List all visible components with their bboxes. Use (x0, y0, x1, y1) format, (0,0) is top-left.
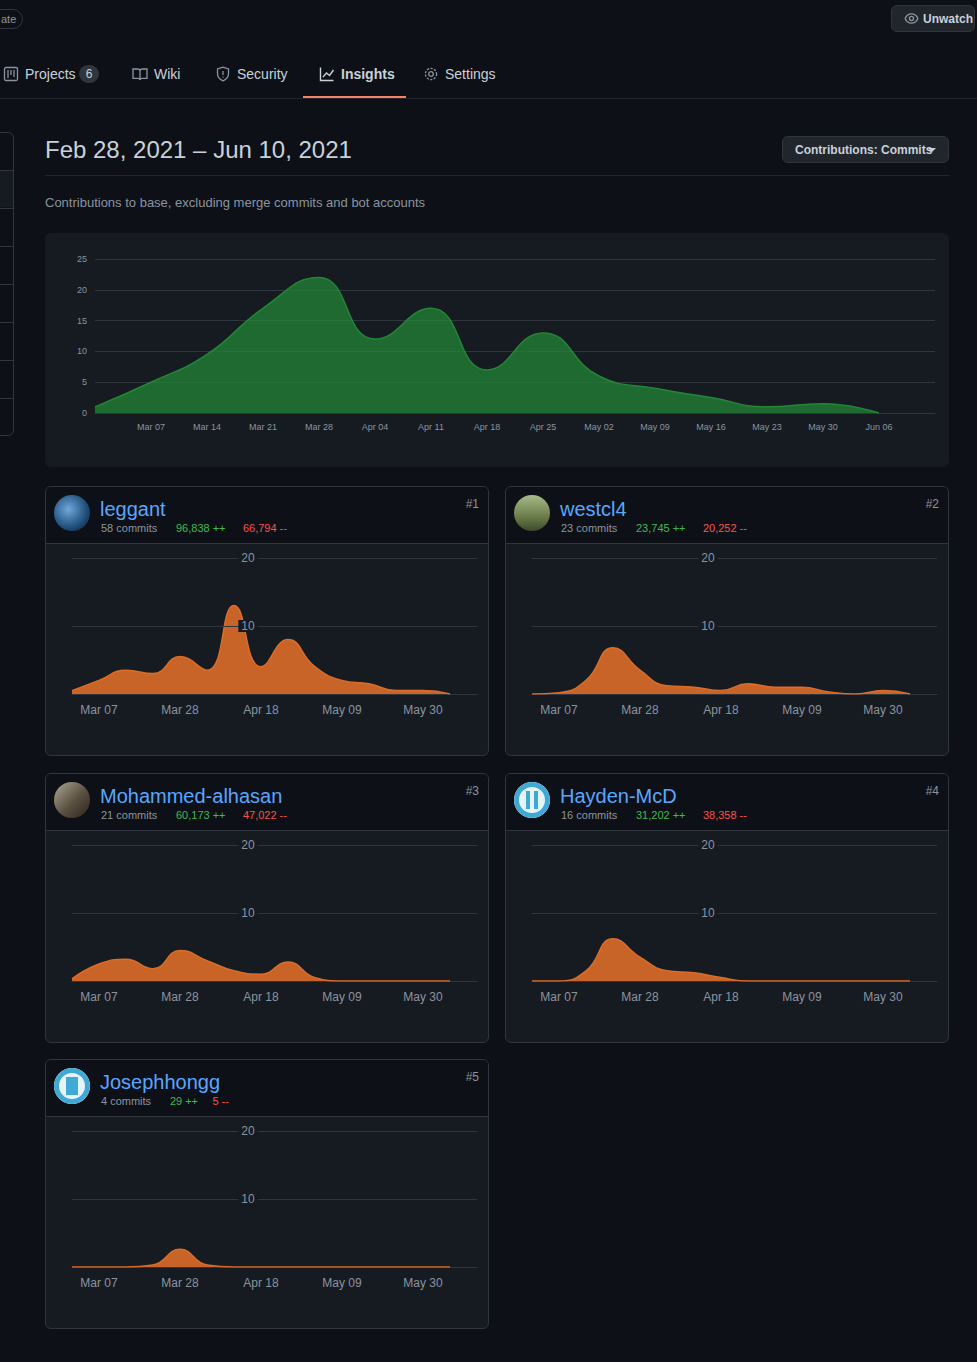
html-text:Hayden-McD: Hayden-McD (560, 785, 677, 807)
svg-text:20: 20 (77, 285, 87, 295)
svg-text:May 23: May 23 (752, 422, 782, 432)
svg-text:May 16: May 16 (696, 422, 726, 432)
svg-text:Jun 06: Jun 06 (865, 422, 892, 432)
svg-text:Mar 28: Mar 28 (305, 422, 333, 432)
svg-text:10: 10 (241, 619, 255, 633)
svg-text:20: 20 (701, 551, 715, 565)
svg-text:Mar 07: Mar 07 (80, 1276, 118, 1290)
svg-text:20: 20 (241, 838, 255, 852)
svg-text:10: 10 (701, 906, 715, 920)
svg-text:May 30: May 30 (863, 703, 903, 717)
svg-text:Mar 07: Mar 07 (540, 990, 578, 1004)
html-text:#5: #5 (465, 1070, 479, 1084)
svg-text:Mar 28: Mar 28 (621, 703, 659, 717)
svg-text:Mar 28: Mar 28 (161, 1276, 199, 1290)
svg-text:Apr 04: Apr 04 (362, 422, 389, 432)
svg-text:Apr 18: Apr 18 (474, 422, 501, 432)
svg-text:May 09: May 09 (782, 990, 822, 1004)
svg-text:25: 25 (77, 254, 87, 264)
html-text:Settings: Settings (445, 66, 496, 82)
svg-text:Mar 07: Mar 07 (540, 703, 578, 717)
svg-text:Mar 28: Mar 28 (621, 990, 659, 1004)
html-text:66,794 --: 66,794 -- (242, 522, 287, 534)
svg-text:Apr 18: Apr 18 (243, 703, 279, 717)
html-text:westcl4: westcl4 (560, 498, 627, 520)
svg-text:May 09: May 09 (640, 422, 670, 432)
html-text:Contributions to base, excludi: Contributions to base, excluding merge c… (45, 195, 426, 210)
svg-text:Mar 14: Mar 14 (193, 422, 221, 432)
html-text:#2: #2 (925, 497, 939, 511)
svg-text:Apr 18: Apr 18 (243, 990, 279, 1004)
html-text:Feb 28, 2021 – Jun 10, 2021: Feb 28, 2021 – Jun 10, 2021 (45, 136, 352, 163)
svg-text:May 30: May 30 (403, 1276, 443, 1290)
svg-text:May 09: May 09 (322, 990, 362, 1004)
html-text:#3: #3 (465, 784, 479, 798)
html-text:ate: ate (1, 13, 17, 25)
svg-text:May 09: May 09 (322, 1276, 362, 1290)
html-text:leggant: leggant (100, 498, 166, 520)
svg-text:Apr 18: Apr 18 (703, 990, 739, 1004)
svg-text:May 30: May 30 (808, 422, 838, 432)
svg-text:Apr 18: Apr 18 (703, 703, 739, 717)
svg-text:Mar 07: Mar 07 (80, 703, 118, 717)
svg-text:10: 10 (241, 1192, 255, 1206)
svg-text:May 30: May 30 (403, 703, 443, 717)
html-text:16 commits: 16 commits (561, 809, 618, 821)
svg-text:20: 20 (241, 551, 255, 565)
svg-text:5: 5 (82, 377, 87, 387)
svg-text:20: 20 (241, 1124, 255, 1138)
html-text:Josephhongg: Josephhongg (100, 1071, 221, 1093)
html-text:60,173 ++: 60,173 ++ (176, 809, 226, 821)
svg-text:Apr 11: Apr 11 (418, 422, 444, 432)
svg-text:Mar 21: Mar 21 (249, 422, 277, 432)
svg-text:Mar 07: Mar 07 (137, 422, 165, 432)
html-text:Projects: Projects (25, 66, 76, 82)
svg-text:20: 20 (701, 838, 715, 852)
svg-text:May 09: May 09 (782, 703, 822, 717)
svg-text:15: 15 (77, 316, 87, 326)
html-text:23,745 ++: 23,745 ++ (636, 522, 686, 534)
html-text:20,252 --: 20,252 -- (702, 522, 747, 534)
html-text:29 ++: 29 ++ (169, 1095, 198, 1107)
html-text:Mohammed-alhasan: Mohammed-alhasan (100, 785, 283, 807)
html-text:4 commits: 4 commits (101, 1095, 152, 1107)
svg-text:Mar 28: Mar 28 (161, 990, 199, 1004)
svg-text:10: 10 (77, 346, 87, 356)
svg-text:0: 0 (82, 408, 87, 418)
html-text:5 --: 5 -- (212, 1095, 229, 1107)
html-text:21 commits: 21 commits (101, 809, 158, 821)
html-text:#1: #1 (465, 497, 479, 511)
html-text:38,358 --: 38,358 -- (702, 809, 747, 821)
html-text:Insights: Insights (341, 66, 395, 82)
svg-text:Apr 18: Apr 18 (243, 1276, 279, 1290)
html-text:58 commits: 58 commits (101, 522, 158, 534)
svg-text:Mar 28: Mar 28 (161, 703, 199, 717)
svg-text:10: 10 (241, 906, 255, 920)
svg-text:Mar 07: Mar 07 (80, 990, 118, 1004)
svg-text:May 09: May 09 (322, 703, 362, 717)
html-text:47,022 --: 47,022 -- (242, 809, 287, 821)
html-text:Contributions: Commits: Contributions: Commits (795, 143, 933, 157)
html-text:Unwatch: Unwatch (923, 12, 973, 26)
svg-text:May 02: May 02 (584, 422, 614, 432)
html-text:96,838 ++: 96,838 ++ (176, 522, 226, 534)
html-text:6: 6 (85, 67, 93, 81)
html-text:Security: Security (237, 66, 288, 82)
html-text:31,202 ++: 31,202 ++ (636, 809, 686, 821)
svg-text:Apr 25: Apr 25 (530, 422, 557, 432)
svg-text:May 30: May 30 (403, 990, 443, 1004)
svg-text:May 30: May 30 (863, 990, 903, 1004)
html-text:#4: #4 (925, 784, 939, 798)
html-text:23 commits: 23 commits (561, 522, 618, 534)
html-text:Wiki: Wiki (154, 66, 181, 82)
svg-text:10: 10 (701, 619, 715, 633)
